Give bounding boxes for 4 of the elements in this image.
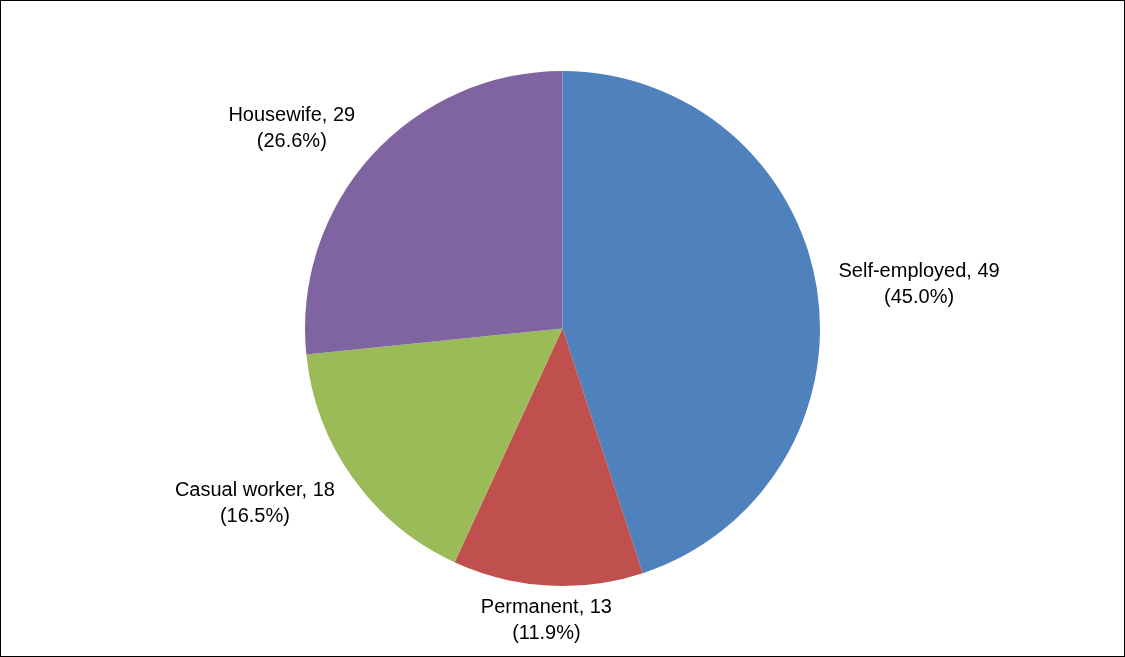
slice-label: Permanent, 13 (11.9%) [480,595,612,644]
slice-label: Housewife, 29 (26.6%) [228,102,356,151]
slice-label: Self-employed, 49 (45.0%) [838,258,1000,307]
slice-label: Casual worker, 18 (16.5%) [174,478,335,527]
